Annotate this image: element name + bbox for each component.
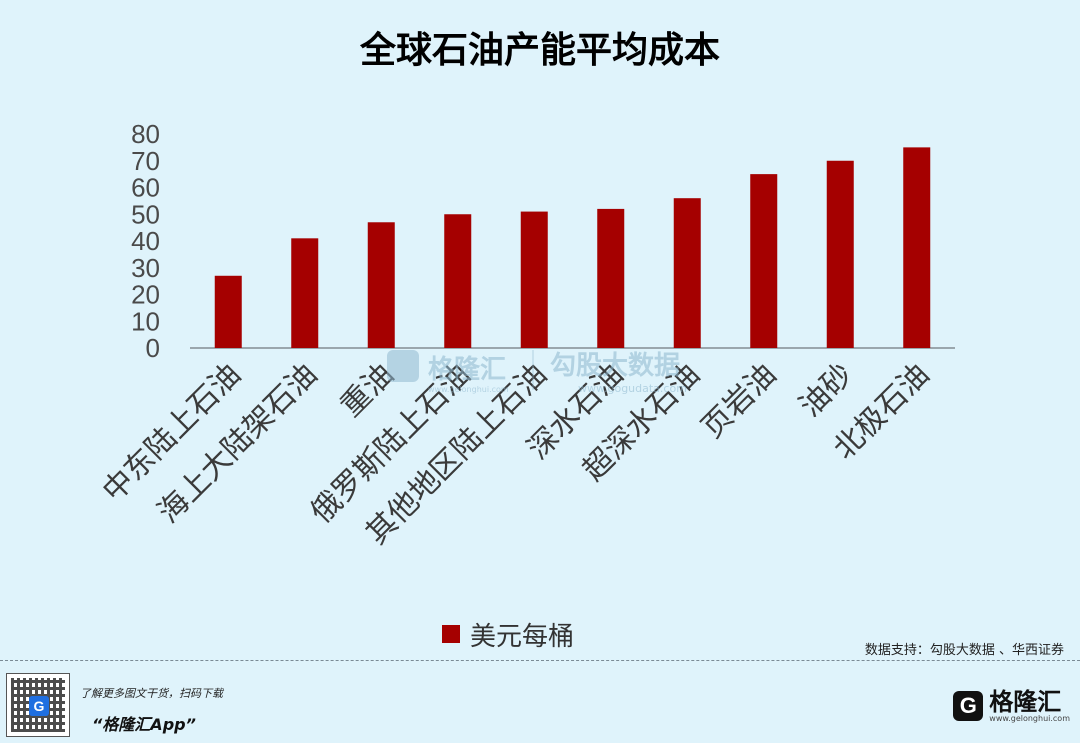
bar [826,160,854,348]
watermark-brand-url: www.gelonghui.com [428,385,509,394]
footer: G 了解更多图文干货，扫码下载 “格隆汇App” G 格隆汇 www.gelon… [0,660,1080,743]
legend-label: 美元每桶 [470,622,574,652]
watermark-partner: 勾股大数据 [550,351,680,381]
watermark-brand: 格隆汇 [428,354,506,385]
brand-url: www.gelonghui.com [989,713,1070,723]
app-name: “格隆汇App” [92,715,196,734]
bar [903,147,931,348]
qr-code[interactable]: G [6,673,70,737]
x-tick-label: 油砂 [793,357,860,424]
bar [367,222,395,348]
bar [673,198,701,348]
watermark: 格隆汇 www.gelonghui.com 勾股大数据 www.gogudata… [387,350,687,395]
y-tick-label: 80 [131,119,160,149]
qr-logo-icon: G [29,696,49,716]
bar [444,214,472,348]
bar [597,208,625,348]
promo-text: 了解更多图文干货，扫码下载 [80,687,223,700]
bar [291,238,319,348]
x-tick-label: 页岩油 [695,357,783,445]
y-tick-label: 0 [146,333,160,363]
bars [214,147,931,348]
chart-title: 全球石油产能平均成本 [359,29,720,71]
legend: 美元每桶 [442,622,574,652]
brand-name: 格隆汇 [989,687,1062,716]
y-tick-label: 50 [131,199,160,229]
y-tick-label: 60 [131,173,160,203]
watermark-logo-icon [387,350,419,382]
y-tick-label: 10 [131,306,160,336]
legend-swatch [442,625,460,643]
y-tick-label: 20 [131,280,160,310]
bar [214,275,242,348]
y-tick-label: 40 [131,226,160,256]
source-note: 数据支持：勾股大数据 、华西证券 [865,642,1064,658]
bar [750,174,778,348]
bar [520,211,548,348]
y-tick-label: 30 [131,253,160,283]
brand-logo: G 格隆汇 www.gelonghui.com [953,689,1070,723]
brand-g-icon: G [953,691,984,721]
y-tick-label: 70 [131,146,160,176]
watermark-partner-url: www.gogudata.com [578,382,687,395]
